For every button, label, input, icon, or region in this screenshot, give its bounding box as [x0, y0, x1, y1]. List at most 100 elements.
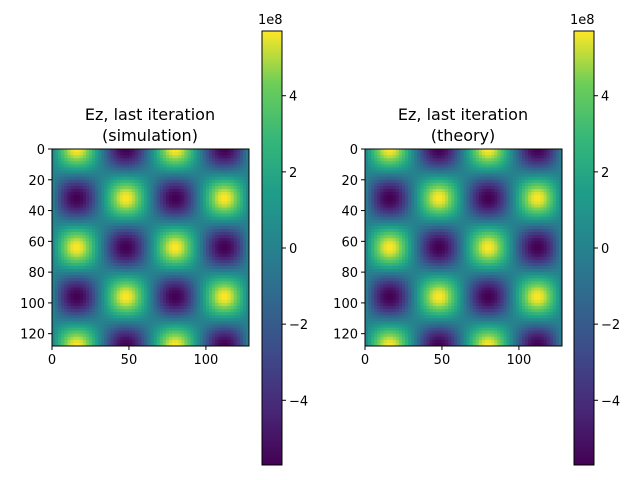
- heatmap-cell: [202, 253, 207, 258]
- heatmap-cell: [85, 182, 90, 187]
- heatmap-cell: [199, 305, 204, 310]
- heatmap-cell: [138, 238, 142, 242]
- heatmap-cell: [144, 222, 148, 227]
- heatmap-cell: [141, 259, 145, 264]
- heatmap-cell: [438, 149, 443, 153]
- heatmap-cell: [64, 299, 68, 304]
- heatmap-cell: [193, 210, 198, 215]
- heatmap-cell: [88, 185, 93, 190]
- heatmap-cell: [116, 256, 121, 261]
- heatmap-cell: [64, 192, 68, 196]
- heatmap-cell: [429, 173, 434, 178]
- x-tick-label: 100: [193, 353, 218, 368]
- heatmap-cell: [224, 256, 228, 261]
- heatmap-cell: [239, 262, 244, 267]
- heatmap-cell: [239, 229, 244, 233]
- heatmap-cell: [156, 299, 161, 304]
- heatmap-cell: [503, 173, 507, 178]
- heatmap-cell: [88, 238, 93, 242]
- heatmap-cell: [555, 182, 560, 187]
- heatmap-cell: [196, 339, 201, 344]
- heatmap-cell: [178, 179, 182, 184]
- heatmap-cell: [113, 262, 118, 267]
- heatmap-cell: [175, 259, 179, 264]
- heatmap-cell: [184, 222, 188, 227]
- heatmap-cell: [64, 213, 68, 218]
- heatmap-cell: [196, 324, 201, 328]
- heatmap-cell: [205, 299, 210, 304]
- heatmap-cell: [178, 256, 182, 261]
- heatmap-cell: [116, 324, 121, 328]
- heatmap-cell: [543, 155, 548, 159]
- heatmap-cell: [494, 176, 498, 181]
- heatmap-cell: [110, 213, 114, 218]
- heatmap-cell: [159, 189, 164, 193]
- heatmap-cell: [107, 299, 111, 304]
- heatmap-cell: [162, 173, 167, 178]
- heatmap-cell: [242, 152, 247, 156]
- heatmap-cell: [125, 241, 130, 245]
- heatmap-cell: [236, 173, 241, 178]
- heatmap-cell: [110, 229, 114, 233]
- heatmap-cell: [116, 207, 121, 211]
- heatmap-cell: [125, 324, 130, 328]
- heatmap-cell: [196, 244, 201, 248]
- heatmap-cell: [420, 164, 424, 168]
- heatmap-cell: [79, 182, 84, 187]
- heatmap-cell: [141, 342, 145, 347]
- heatmap-cell: [147, 327, 151, 332]
- heatmap-cell: [463, 185, 467, 190]
- heatmap-cell: [141, 330, 145, 335]
- heatmap-cell: [239, 290, 244, 295]
- heatmap-cell: [58, 339, 62, 344]
- heatmap-cell: [61, 173, 65, 178]
- heatmap-cell: [208, 176, 213, 181]
- heatmap-cell: [88, 149, 93, 153]
- heatmap-cell: [141, 293, 145, 298]
- heatmap-cell: [555, 155, 560, 159]
- heatmap-cell: [178, 173, 182, 178]
- heatmap-cell: [485, 161, 489, 165]
- heatmap-cell: [205, 287, 210, 291]
- heatmap-cell: [73, 155, 78, 159]
- heatmap-cell: [469, 152, 474, 156]
- heatmap-cell: [224, 152, 228, 156]
- heatmap-cell: [371, 189, 375, 193]
- heatmap-cell: [212, 305, 216, 310]
- heatmap-cell: [181, 210, 185, 215]
- heatmap-cell: [205, 250, 210, 255]
- heatmap-cell: [52, 225, 56, 230]
- heatmap-cell: [202, 342, 207, 347]
- heatmap-cell: [52, 262, 56, 267]
- heatmap-cell: [73, 216, 78, 221]
- heatmap-cell: [202, 324, 207, 328]
- heatmap-cell: [113, 161, 118, 165]
- heatmap-cell: [156, 185, 161, 190]
- heatmap-cell: [208, 272, 213, 276]
- heatmap-cell: [165, 241, 170, 245]
- heatmap-cell: [101, 293, 105, 298]
- heatmap-cell: [178, 204, 182, 208]
- heatmap-cell: [218, 179, 222, 184]
- heatmap-cell: [509, 161, 514, 165]
- heatmap-cell: [184, 170, 188, 175]
- heatmap-cell: [150, 152, 154, 156]
- heatmap-cell: [184, 158, 188, 162]
- heatmap-cell: [230, 272, 235, 276]
- heatmap-cell: [386, 152, 391, 156]
- heatmap-cell: [426, 185, 431, 190]
- heatmap-cell: [67, 225, 71, 230]
- heatmap-cell: [135, 327, 139, 332]
- heatmap-cell: [73, 262, 78, 267]
- heatmap-cell: [98, 198, 102, 202]
- heatmap-cell: [187, 305, 191, 310]
- heatmap-cell: [205, 272, 210, 276]
- heatmap-cell: [110, 287, 114, 291]
- heatmap-cell: [70, 333, 74, 338]
- heatmap-cell: [202, 210, 207, 215]
- heatmap-cell: [141, 241, 145, 245]
- heatmap-cell: [156, 309, 161, 313]
- heatmap-cell: [509, 182, 514, 187]
- heatmap-cell: [144, 173, 148, 178]
- heatmap-cell: [67, 305, 71, 310]
